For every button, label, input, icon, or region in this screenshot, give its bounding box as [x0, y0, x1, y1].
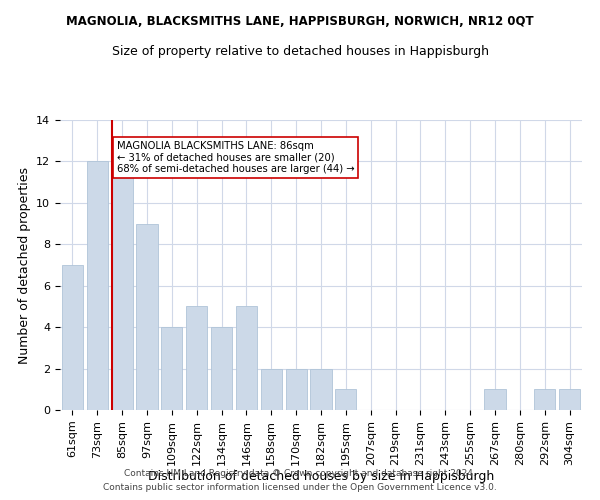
Bar [62, 265, 83, 410]
Bar [87, 162, 108, 410]
Bar [559, 390, 580, 410]
Bar [310, 368, 332, 410]
Bar [286, 368, 307, 410]
Bar [534, 390, 555, 410]
Y-axis label: Number of detached properties: Number of detached properties [17, 166, 31, 364]
Text: Size of property relative to detached houses in Happisburgh: Size of property relative to detached ho… [112, 45, 488, 58]
Bar [484, 390, 506, 410]
Text: MAGNOLIA BLACKSMITHS LANE: 86sqm
← 31% of detached houses are smaller (20)
68% o: MAGNOLIA BLACKSMITHS LANE: 86sqm ← 31% o… [116, 140, 354, 174]
Text: Contains HM Land Registry data © Crown copyright and database right 2024.: Contains HM Land Registry data © Crown c… [124, 468, 476, 477]
X-axis label: Distribution of detached houses by size in Happisburgh: Distribution of detached houses by size … [148, 470, 494, 484]
Bar [261, 368, 282, 410]
Bar [136, 224, 158, 410]
Bar [335, 390, 356, 410]
Bar [112, 162, 133, 410]
Bar [236, 306, 257, 410]
Bar [186, 306, 207, 410]
Text: Contains public sector information licensed under the Open Government Licence v3: Contains public sector information licen… [103, 484, 497, 492]
Text: MAGNOLIA, BLACKSMITHS LANE, HAPPISBURGH, NORWICH, NR12 0QT: MAGNOLIA, BLACKSMITHS LANE, HAPPISBURGH,… [66, 15, 534, 28]
Bar [161, 327, 182, 410]
Bar [211, 327, 232, 410]
